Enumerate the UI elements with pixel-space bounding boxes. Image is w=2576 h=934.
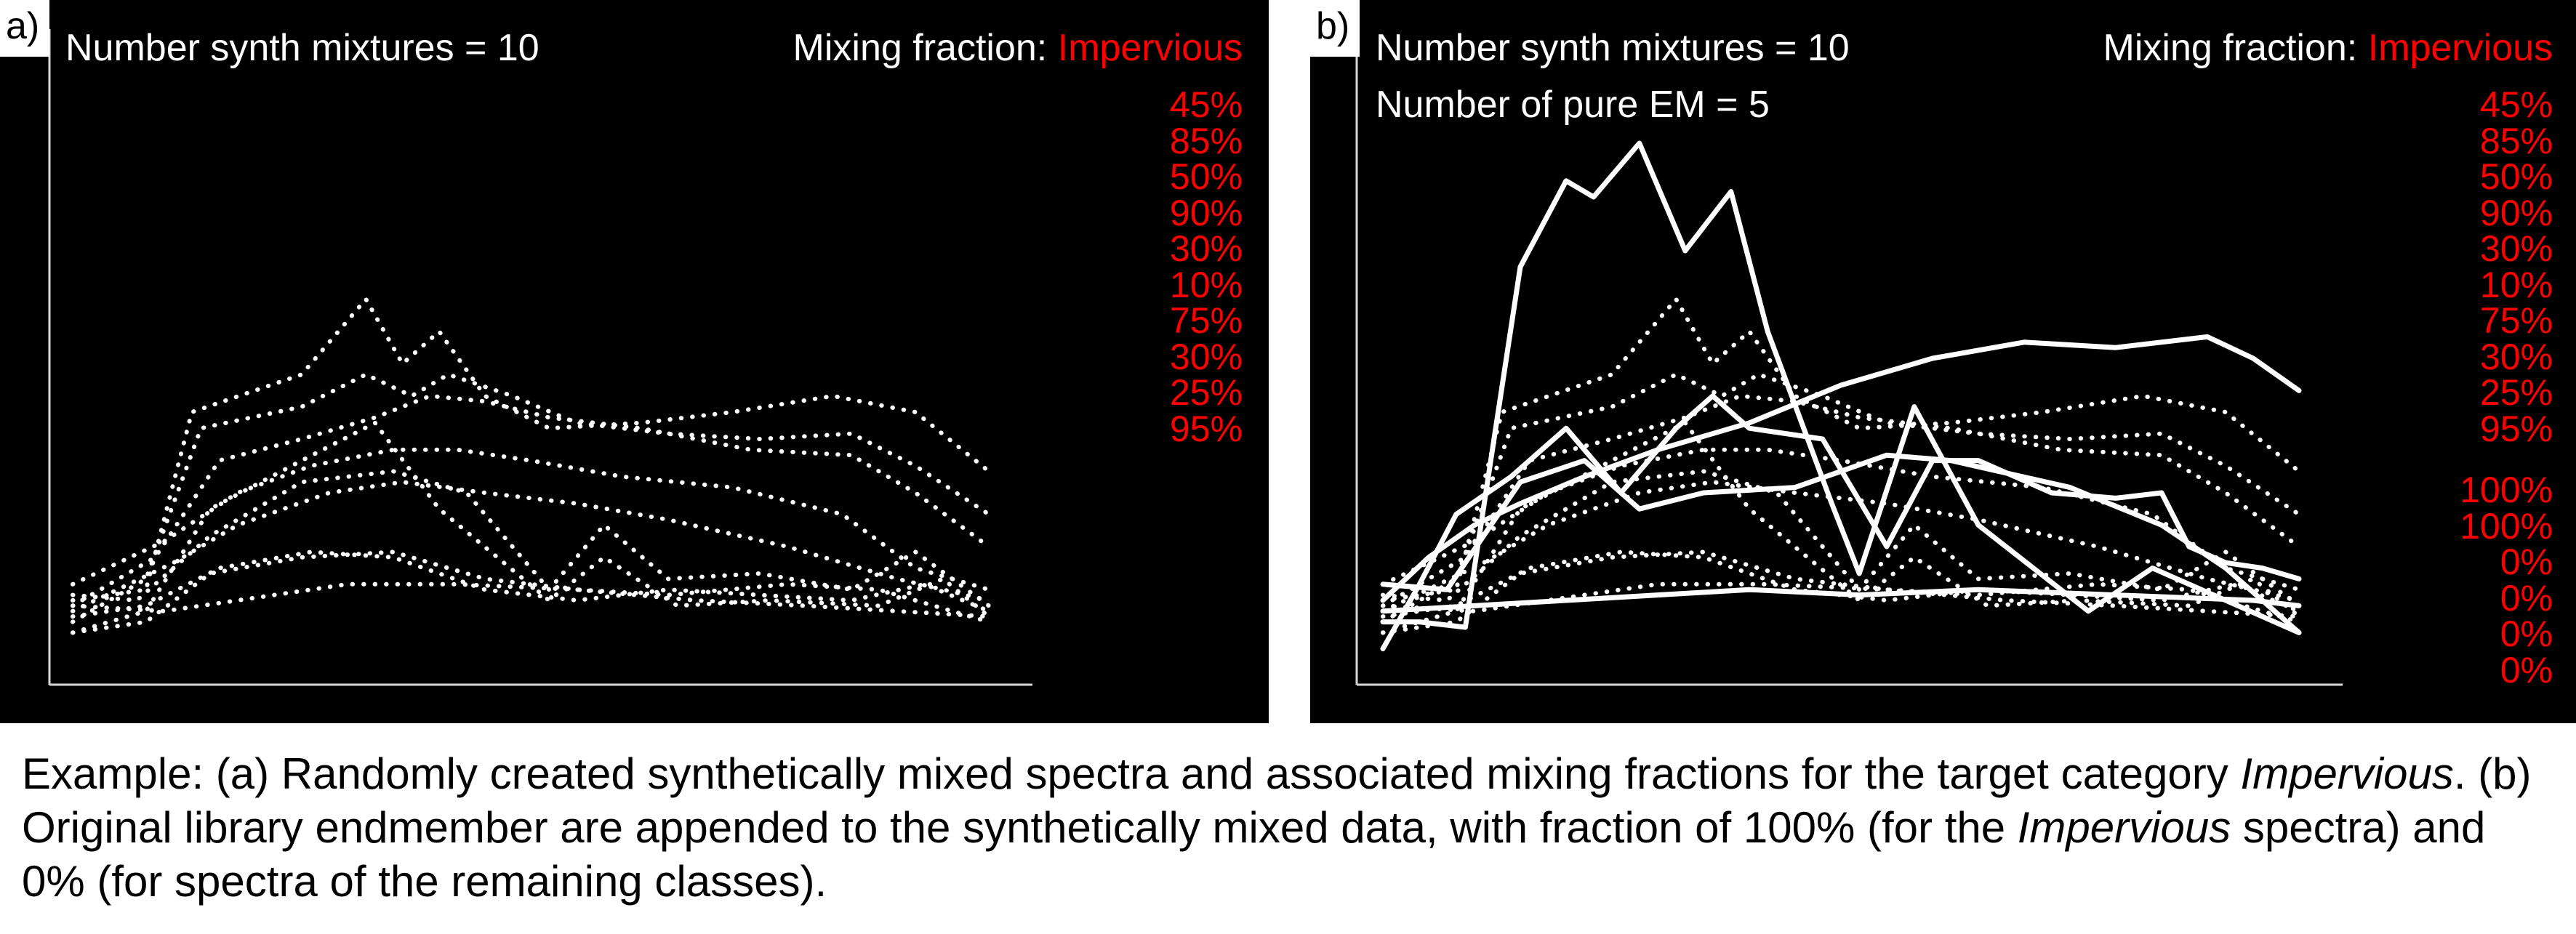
synthetic-mixture-line [1381, 420, 2301, 635]
pure-fraction-value: 0% [2500, 577, 2553, 619]
synthetic-mixture-line [71, 393, 991, 608]
pure-fraction-value: 100% [2460, 470, 2553, 510]
synthetic-mixture-line [1381, 581, 2301, 619]
synthetic-mixture-line [71, 581, 991, 619]
figure-caption: Example: (a) Randomly created synthetica… [22, 747, 2559, 909]
fraction-value: 85% [2479, 120, 2553, 161]
pure-fraction-value: 100% [2460, 505, 2553, 547]
fraction-list: 45% 85% 50% 90% 30% 10% 75% 30% 25% 95% [1061, 84, 1243, 449]
pure-endmember-line [1380, 452, 2302, 635]
synthetic-mixture-line [1381, 447, 2301, 592]
fraction-value: 75% [1169, 300, 1243, 341]
synthetic-mixture-line [1381, 372, 2301, 624]
synthetic-mixture-line [71, 372, 991, 624]
fraction-value: 50% [2479, 156, 2553, 197]
pure-endmember-line [1380, 587, 2302, 614]
fraction-value: 85% [1169, 120, 1243, 161]
caption-text: spectra) and 0% (for spectra of the rema… [22, 803, 2486, 906]
mixing-fraction-prefix: Mixing fraction: [793, 27, 1058, 69]
fraction-value: 25% [2479, 372, 2553, 413]
mixing-fraction-prefix: Mixing fraction: [2103, 27, 2368, 69]
caption-emphasis: Impervious [2240, 749, 2454, 798]
fraction-value: 10% [1169, 264, 1243, 305]
fraction-value: 25% [1169, 372, 1243, 413]
synthetic-mixture-line [71, 549, 991, 619]
fraction-value: 10% [2479, 264, 2553, 305]
panel-label-a: a) [0, 0, 50, 57]
caption-text: Example: (a) Randomly created synthetica… [22, 749, 2241, 798]
synthetic-mixture-line [1381, 469, 2301, 608]
fraction-value: 95% [1169, 408, 1243, 449]
synthetic-mixture-line [71, 297, 991, 603]
fraction-value: 90% [1169, 192, 1243, 233]
pure-em-count: Number of pure EM = 5 [1376, 84, 1770, 126]
chart-panel-b: b) Number synth mixtures = 10 Number of … [1310, 0, 2576, 723]
fraction-value: 30% [2479, 336, 2553, 377]
mixing-fraction-category: Impervious [1057, 27, 1243, 69]
fraction-value: 30% [1169, 228, 1243, 269]
synthetic-mixture-line [71, 447, 991, 592]
pure-endmember-line [1380, 334, 2302, 603]
pure-endmember-line [1380, 140, 2302, 635]
plot-area-a [48, 29, 1032, 686]
synthetic-mixture-line [71, 549, 991, 635]
synthetic-mixture-line [71, 420, 991, 635]
mixing-fraction-header: Mixing fraction: Impervious [2103, 29, 2553, 67]
fraction-list: 45% 85% 50% 90% 30% 10% 75% 30% 25% 95% [2371, 84, 2553, 449]
pure-fraction-value: 0% [2500, 613, 2553, 654]
pure-fraction-list: 100% 100% 0% 0% 0% 0% [2371, 472, 2553, 688]
mixing-fraction-category: Impervious [2367, 27, 2553, 69]
panel-label-b: b) [1310, 0, 1360, 57]
chart-panel-a: a) Number synth mixtures = 10 Mixing fra… [0, 0, 1269, 723]
synthetic-mixture-line [71, 480, 991, 613]
plot-area-b [1355, 29, 2343, 686]
mixing-fraction-header: Mixing fraction: Impervious [793, 29, 1243, 67]
fraction-value: 75% [2479, 300, 2553, 341]
synthetic-mixture-line [1381, 297, 2301, 603]
caption-text: . (b) Original library endmember are app… [22, 749, 2532, 852]
pure-fraction-value: 0% [2500, 542, 2553, 582]
pure-fraction-value: 0% [2500, 649, 2553, 691]
synthetic-mixture-line [71, 469, 991, 608]
fraction-value: 45% [2479, 84, 2553, 125]
caption-emphasis: Impervious [2017, 803, 2231, 852]
fraction-value: 50% [1169, 156, 1243, 197]
synthetic-mixture-line [1381, 480, 2301, 613]
fraction-value: 95% [2479, 408, 2553, 449]
synthetic-mixture-line [1381, 393, 2301, 608]
fraction-value: 45% [1169, 84, 1243, 125]
synth-mixtures-count: Number synth mixtures = 10 [65, 27, 539, 69]
fraction-value: 30% [1169, 336, 1243, 377]
fraction-value: 30% [2479, 228, 2553, 269]
synth-mixtures-count: Number synth mixtures = 10 [1376, 27, 1850, 69]
fraction-value: 90% [2479, 192, 2553, 233]
